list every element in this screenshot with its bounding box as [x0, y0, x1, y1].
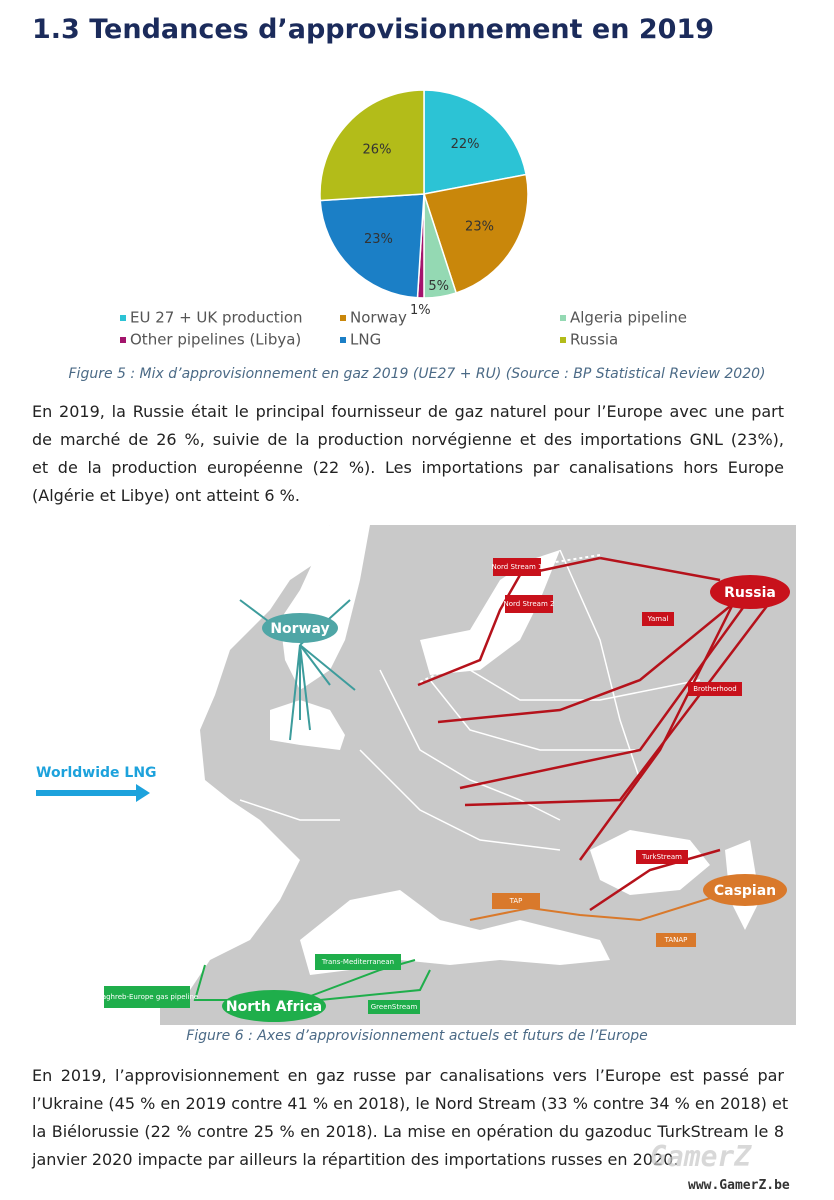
legend-swatch: [340, 315, 346, 321]
data-label: 1%: [410, 303, 431, 318]
region-ellipse: [262, 613, 338, 643]
pipeline-dashes: [419, 554, 601, 683]
legend-label: LNG: [350, 331, 381, 349]
data-label: 23%: [364, 232, 393, 247]
pie-slice: [423, 89, 528, 195]
pie-slice: [423, 173, 529, 294]
region-label: Russia: [724, 585, 776, 601]
arrow: [36, 790, 136, 796]
region-label: North Africa: [226, 999, 322, 1015]
pipeline-label: Nord Stream 1: [492, 563, 543, 571]
heading: 1.3 Tendances d’approvisionnement en 201…: [32, 14, 715, 45]
text-line: En 2019, l’approvisionnement en gaz russ…: [32, 1066, 784, 1085]
legend-label: Algeria pipeline: [570, 309, 687, 327]
pipeline-label: Trans-Mediterranean: [321, 958, 394, 966]
watermark-url: www.GamerZ.be: [688, 1178, 790, 1193]
caption: Figure 5 : Mix d’approvisionnement en ga…: [68, 366, 766, 382]
data-label: 5%: [428, 279, 449, 294]
legend-label: Russia: [570, 331, 618, 349]
lng-label: Worldwide LNG: [36, 765, 157, 781]
text-line: (Algérie et Libye) ont atteint 6 %.: [32, 486, 300, 505]
pipeline-label: Brotherhood: [693, 685, 737, 693]
pipeline: [469, 894, 721, 922]
region-label: Caspian: [714, 883, 776, 899]
legend-swatch: [120, 315, 126, 321]
text-line: de marché de 26 %, suivie de la producti…: [32, 430, 784, 449]
legend-label: Other pipelines (Libya): [130, 331, 301, 349]
pipeline-label: Maghreb-Europe gas pipeline: [96, 993, 198, 1001]
text-line: En 2019, la Russie était le principal fo…: [32, 402, 784, 421]
data-label: 26%: [363, 142, 392, 157]
data-label: 22%: [451, 137, 480, 152]
pipeline-label: TANAP: [664, 936, 688, 944]
pie-slice: [319, 89, 425, 202]
region-label: Norway: [270, 621, 329, 637]
legend-label: Norway: [350, 309, 407, 327]
sea: [160, 525, 330, 1000]
borders: [239, 549, 701, 851]
data-label: 23%: [465, 219, 494, 234]
text-line: et de la production européenne (22 %). L…: [32, 458, 784, 477]
region-ellipse: [703, 874, 787, 906]
pipeline-labels: Nord Stream 1 Nord Stream 2 Yamal Brothe…: [96, 558, 742, 1014]
sea: [300, 890, 610, 975]
legend-swatch: [120, 337, 126, 343]
text-line: la Biélorussie (22 % contre 25 % en 2018…: [32, 1122, 784, 1141]
pipeline-label: Yamal: [647, 615, 669, 623]
sea: [420, 550, 560, 675]
legend-swatch: [340, 337, 346, 343]
region-ellipse: [222, 990, 326, 1022]
pipeline: [417, 556, 771, 912]
region-ellipse: [710, 575, 790, 609]
arrow: [136, 784, 150, 802]
sea: [270, 700, 345, 750]
pie-slice: [319, 193, 425, 299]
pie-chart: 22% 23% 5% 1% 23% 26% EU 27 + UK production Nor…: [120, 89, 687, 349]
map: Norway Russia Caspian North Africa World…: [36, 525, 796, 1025]
watermark-logo: GamerZ: [650, 1140, 752, 1173]
pipeline-label: TAP: [509, 897, 523, 905]
pipeline-label: GreenStream: [371, 1003, 418, 1011]
legend-swatch: [560, 315, 566, 321]
caption: Figure 6 : Axes d’approvisionnement actu…: [186, 1028, 648, 1044]
legend-label: EU 27 + UK production: [130, 309, 303, 327]
pipeline-label: TurkStream: [641, 853, 682, 861]
text-line: l’Ukraine (45 % en 2019 contre 41 % en 2…: [32, 1094, 789, 1113]
pipeline-label: Nord Stream 2: [504, 600, 555, 608]
text-line: janvier 2020 impacte par ailleurs la rép…: [32, 1150, 679, 1169]
legend-swatch: [560, 337, 566, 343]
